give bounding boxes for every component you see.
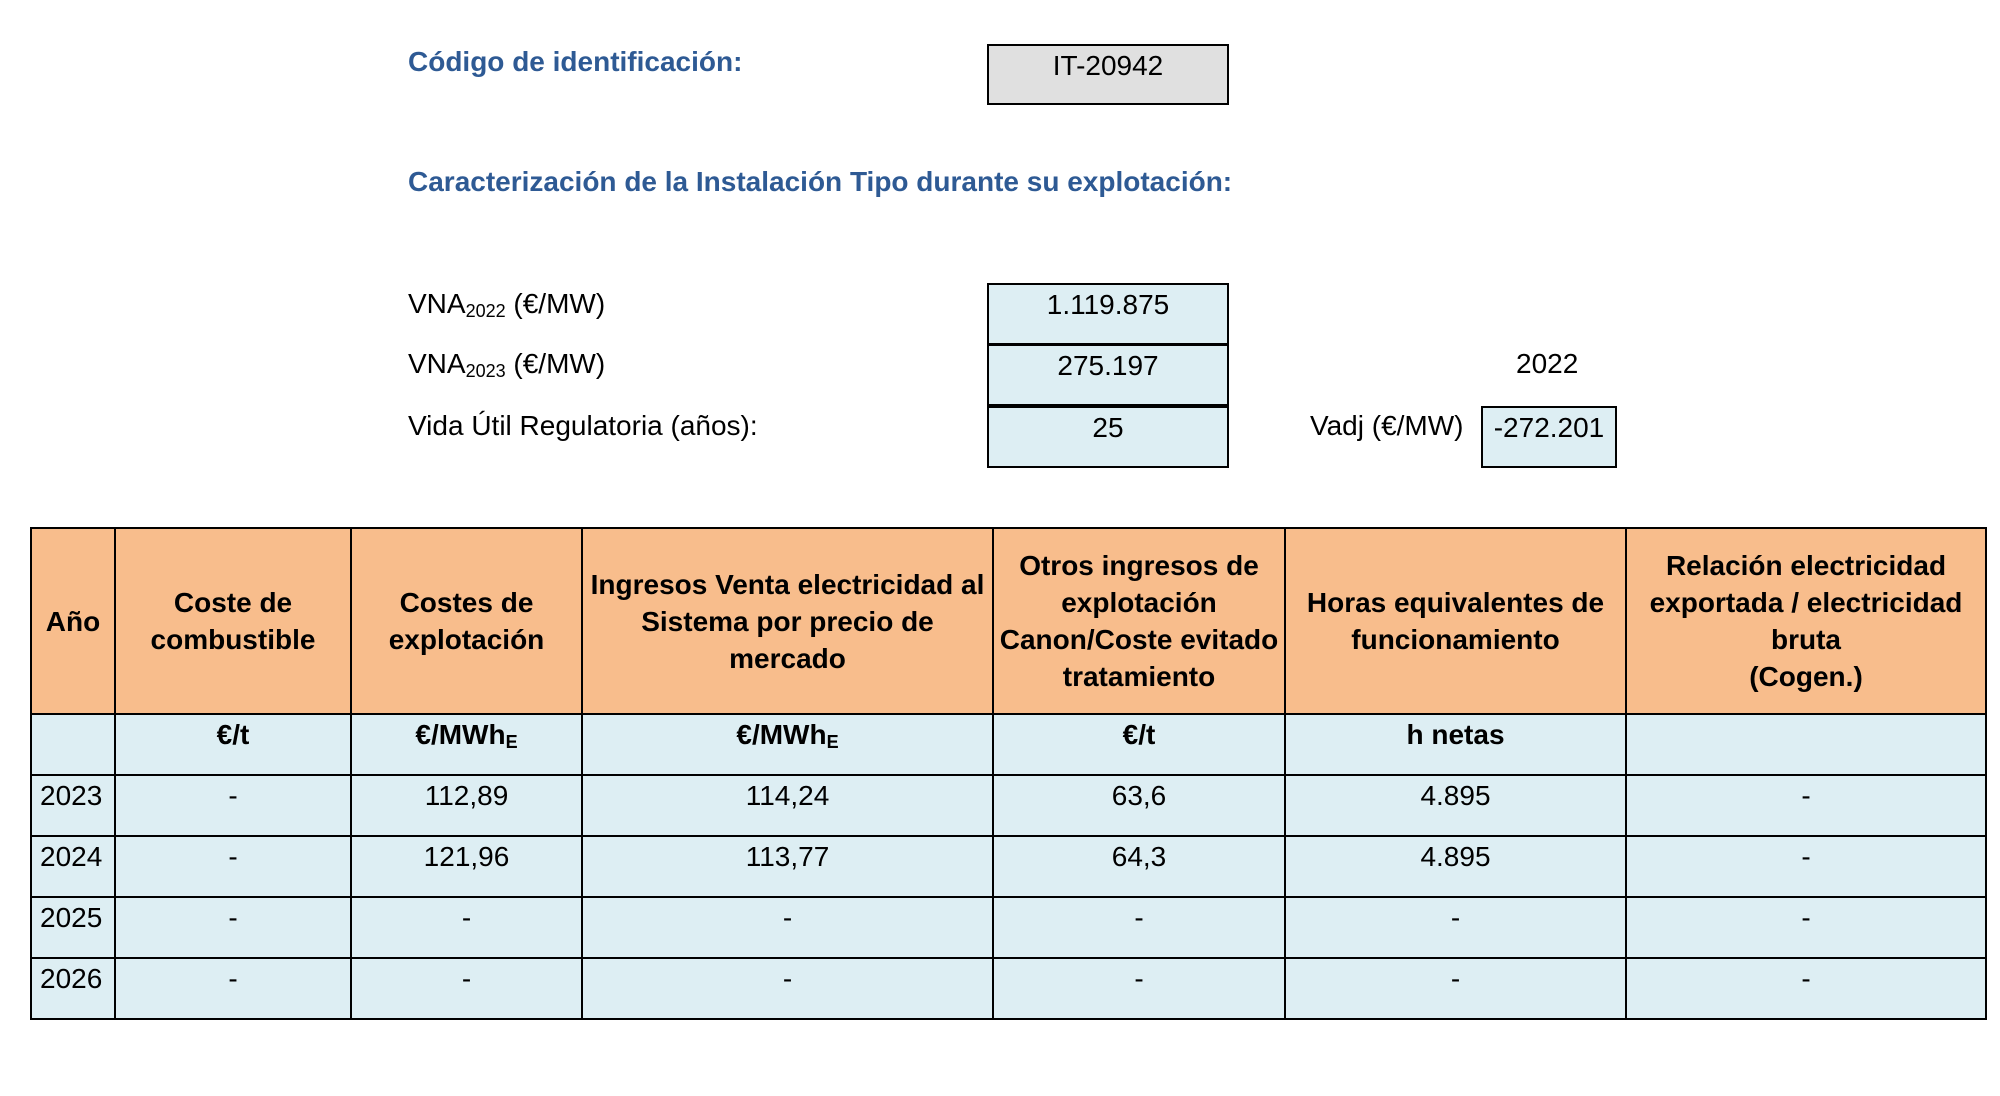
data-cell: 113,77 <box>581 835 994 898</box>
data-cell: - <box>350 957 583 1020</box>
data-cell: 112,89 <box>350 774 583 837</box>
vadj-value-cell: -272.201 <box>1481 406 1617 468</box>
year-cell: 2025 <box>30 896 116 959</box>
vida-util-value-cell: 25 <box>987 406 1229 468</box>
header-electricity-ratio: Relación electricidad exportada / electr… <box>1625 527 1987 715</box>
table-row: 2024 - 121,96 113,77 64,3 4.895 - <box>30 835 1987 898</box>
data-cell: - <box>581 896 994 959</box>
data-cell: - <box>992 957 1286 1020</box>
unit-cell <box>1625 713 1987 776</box>
data-cell: 4.895 <box>1284 835 1627 898</box>
table-row: 2026 - - - - - - <box>30 957 1987 1020</box>
data-cell: 63,6 <box>992 774 1286 837</box>
reference-year: 2022 <box>1516 348 1579 379</box>
exploitation-table: Año Coste de combustible Costes de explo… <box>30 527 1987 1020</box>
header-market-revenue: Ingresos Venta electricidad al Sistema p… <box>581 527 994 715</box>
vna-2023-label: VNA2023 (€/MW) <box>408 348 606 381</box>
data-cell: - <box>1625 957 1987 1020</box>
data-cell: - <box>114 774 352 837</box>
data-cell: 4.895 <box>1284 774 1627 837</box>
id-label: Código de identificación: <box>408 46 743 77</box>
header-operating-cost: Costes de explotación <box>350 527 583 715</box>
data-cell: - <box>350 896 583 959</box>
vadj-label: Vadj (€/MW) <box>1310 410 1464 441</box>
data-cell: - <box>581 957 994 1020</box>
data-cell: - <box>1284 896 1627 959</box>
unit-cell <box>30 713 116 776</box>
table-row: 2023 - 112,89 114,24 63,6 4.895 - <box>30 774 1987 837</box>
vna-2022-label: VNA2022 (€/MW) <box>408 288 606 321</box>
vna-2023-value-cell: 275.197 <box>987 344 1229 406</box>
data-cell: - <box>1625 896 1987 959</box>
data-cell: 64,3 <box>992 835 1286 898</box>
data-cell: 114,24 <box>581 774 994 837</box>
data-cell: - <box>114 957 352 1020</box>
header-equivalent-hours: Horas equivalentes de funcionamiento <box>1284 527 1627 715</box>
units-row: €/t €/MWhE €/MWhE €/t h netas <box>30 713 1987 776</box>
header-other-revenue: Otros ingresos de explotación Canon/Cost… <box>992 527 1286 715</box>
header-fuel-cost: Coste de combustible <box>114 527 352 715</box>
unit-cell: €/t <box>114 713 352 776</box>
year-cell: 2026 <box>30 957 116 1020</box>
unit-cell: €/MWhE <box>350 713 583 776</box>
vida-util-label: Vida Útil Regulatoria (años): <box>408 410 758 441</box>
data-cell: - <box>114 896 352 959</box>
data-cell: - <box>992 896 1286 959</box>
unit-cell: €/MWhE <box>581 713 994 776</box>
year-cell: 2023 <box>30 774 116 837</box>
section-title: Caracterización de la Instalación Tipo d… <box>408 166 1233 197</box>
data-cell: - <box>1625 774 1987 837</box>
vna-2022-value-cell: 1.119.875 <box>987 283 1229 345</box>
id-value-cell: IT-20942 <box>987 44 1229 105</box>
header-year: Año <box>30 527 116 715</box>
unit-cell: €/t <box>992 713 1286 776</box>
data-cell: - <box>114 835 352 898</box>
data-cell: - <box>1625 835 1987 898</box>
unit-cell: h netas <box>1284 713 1627 776</box>
header-row: Año Coste de combustible Costes de explo… <box>30 527 1987 715</box>
data-cell: - <box>1284 957 1627 1020</box>
year-cell: 2024 <box>30 835 116 898</box>
data-cell: 121,96 <box>350 835 583 898</box>
table-row: 2025 - - - - - - <box>30 896 1987 959</box>
